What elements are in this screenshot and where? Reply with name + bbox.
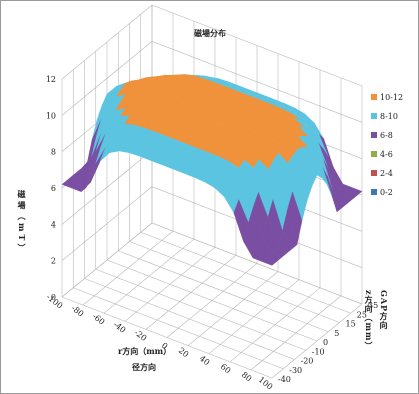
y-tick-label: -10: [312, 347, 325, 356]
z-tick-label: 4: [51, 220, 56, 229]
legend-label: 10-12: [380, 93, 403, 102]
x-tick-label: 80: [240, 370, 254, 383]
legend-swatch: [371, 189, 377, 195]
z-tick-label: 0: [51, 293, 56, 302]
x-tick-label: -80: [70, 304, 86, 319]
x-tick-label: -100: [45, 292, 65, 310]
surface-plot: [61, 74, 363, 266]
z-tick-label: 2: [51, 257, 56, 266]
y-axis-label-1: z方向（mm）: [364, 290, 374, 350]
legend-label: 4-6: [380, 150, 393, 159]
legend-label: 6-8: [380, 131, 393, 140]
grid-line-y: [118, 250, 329, 333]
surface-patch: [262, 257, 278, 266]
x-axis-label-2: 径方向: [132, 362, 156, 372]
z-tick-label: 12: [46, 75, 56, 84]
legend-label: 2-4: [380, 169, 393, 178]
y-tick-label: -20: [301, 357, 314, 366]
y-tick-label: 0: [323, 338, 328, 347]
y-tick-label: -40: [278, 375, 291, 384]
z-tick-label: 6: [51, 184, 56, 193]
grid-line-y: [61, 296, 273, 379]
x-tick-label: 100: [257, 375, 275, 392]
x-tick-label: -60: [91, 312, 107, 327]
y-tick-label: 5: [334, 329, 339, 338]
legend-swatch: [371, 151, 377, 157]
y-tick-label: 15: [346, 320, 356, 329]
y-tick-label: 35: [368, 301, 378, 310]
x-tick-label: -40: [112, 320, 128, 335]
x-tick-label: 0: [160, 341, 170, 351]
grid-line-y: [73, 287, 284, 370]
legend-swatch: [371, 94, 377, 100]
chart-legend: 10-12 8-10 6-8 4-6 2-4 0-2: [371, 93, 403, 197]
grid-line-y: [106, 259, 318, 342]
y-tick-label: -30: [289, 366, 302, 375]
x-tick-label: 20: [177, 346, 191, 359]
legend-label: 0-2: [380, 188, 393, 197]
grid-line-y: [151, 222, 363, 305]
grid-line-y: [84, 278, 295, 360]
chart-title: 磁場分布: [194, 28, 226, 38]
grid-line-y: [95, 268, 306, 351]
x-tick-label: 60: [219, 362, 233, 375]
legend-swatch: [371, 132, 377, 138]
y-tick-label: 25: [357, 310, 367, 319]
grid-line-y: [140, 231, 351, 314]
x-tick-label: 40: [198, 354, 212, 367]
x-tick-label: -20: [133, 328, 149, 343]
z-axis-label: 磁場（mT）: [17, 189, 27, 254]
chart-grid: [61, 4, 363, 379]
z-tick-label: 10: [46, 111, 56, 120]
legend-swatch: [371, 113, 377, 119]
y-axis-label-2: GAP方向: [379, 290, 389, 330]
legend-swatch: [371, 170, 377, 176]
z-tick-label: 8: [51, 148, 56, 157]
x-axis-label-1: r方向（mm）: [118, 346, 171, 356]
grid-line-y: [129, 241, 340, 323]
legend-label: 8-10: [380, 112, 398, 121]
z-axis-ticks: 0 2 4 6 8 10 12: [46, 75, 56, 302]
